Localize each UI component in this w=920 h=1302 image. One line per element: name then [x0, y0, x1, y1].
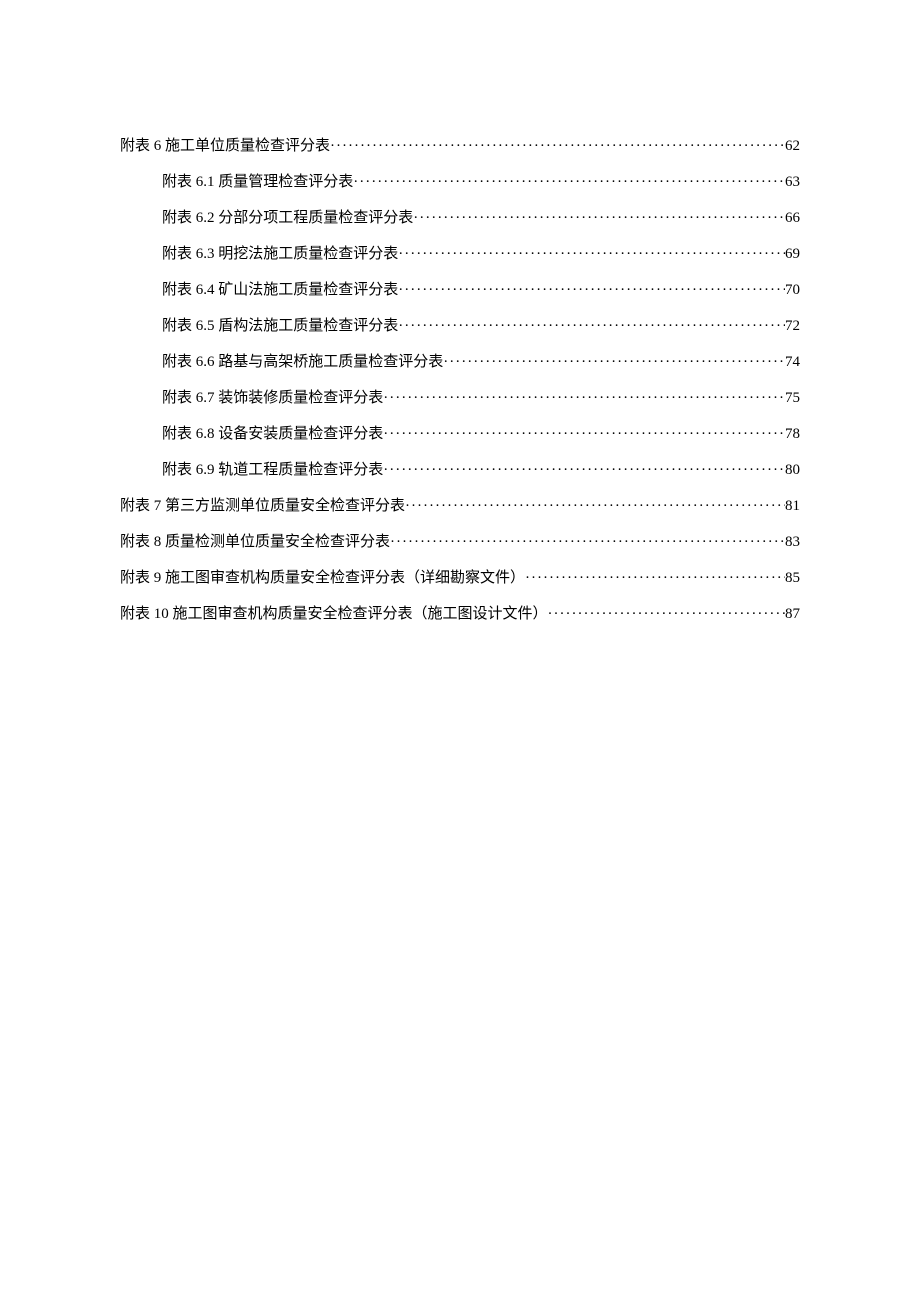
toc-dot-leader	[405, 488, 785, 524]
toc-entry-title: 附表 6.3 明挖法施工质量检查评分表	[162, 236, 398, 272]
toc-dot-leader	[390, 524, 785, 560]
toc-entry-title: 附表 6.9 轨道工程质量检查评分表	[162, 452, 383, 488]
toc-entry-page: 85	[785, 560, 800, 596]
toc-entry-title: 附表 6.7 装饰装修质量检查评分表	[162, 380, 383, 416]
toc-entry: 附表 6.9 轨道工程质量检查评分表 80	[120, 452, 800, 488]
toc-entry: 附表 6.8 设备安装质量检查评分表 78	[120, 416, 800, 452]
toc-dot-leader	[548, 596, 785, 632]
toc-dot-leader	[383, 380, 785, 416]
toc-entry: 附表 6.3 明挖法施工质量检查评分表 69	[120, 236, 800, 272]
toc-entry: 附表 6.1 质量管理检查评分表 63	[120, 164, 800, 200]
toc-entry-page: 62	[785, 128, 800, 164]
toc-dot-leader	[413, 200, 785, 236]
toc-entry-title: 附表 6 施工单位质量检查评分表	[120, 128, 330, 164]
toc-entry-title: 附表 6.8 设备安装质量检查评分表	[162, 416, 383, 452]
toc-entry: 附表 9 施工图审查机构质量安全检查评分表（详细勘察文件） 85	[120, 560, 800, 596]
toc-entry-title: 附表 6.4 矿山法施工质量检查评分表	[162, 272, 398, 308]
toc-dot-leader	[443, 344, 785, 380]
toc-entry-title: 附表 6.2 分部分项工程质量检查评分表	[162, 200, 413, 236]
toc-entry-page: 87	[785, 596, 800, 632]
toc-entry-page: 70	[785, 272, 800, 308]
toc-container: 附表 6 施工单位质量检查评分表62附表 6.1 质量管理检查评分表63附表 6…	[120, 128, 800, 632]
toc-entry: 附表 6.7 装饰装修质量检查评分表 75	[120, 380, 800, 416]
toc-dot-leader	[398, 236, 785, 272]
toc-dot-leader	[398, 272, 785, 308]
toc-entry: 附表 10 施工图审查机构质量安全检查评分表（施工图设计文件） 87	[120, 596, 800, 632]
toc-dot-leader	[398, 308, 785, 344]
toc-entry: 附表 8 质量检测单位质量安全检查评分表 83	[120, 524, 800, 560]
toc-entry-page: 80	[785, 452, 800, 488]
toc-dot-leader	[330, 128, 785, 164]
toc-entry-page: 72	[785, 308, 800, 344]
toc-entry: 附表 6.2 分部分项工程质量检查评分表 66	[120, 200, 800, 236]
toc-entry-title: 附表 6.5 盾构法施工质量检查评分表	[162, 308, 398, 344]
toc-entry-title: 附表 8 质量检测单位质量安全检查评分表	[120, 524, 390, 560]
toc-entry-page: 74	[785, 344, 800, 380]
toc-entry-page: 69	[785, 236, 800, 272]
toc-dot-leader	[383, 452, 785, 488]
toc-entry-page: 75	[785, 380, 800, 416]
toc-entry-page: 66	[785, 200, 800, 236]
toc-entry: 附表 6.6 路基与高架桥施工质量检查评分表 74	[120, 344, 800, 380]
toc-entry-page: 63	[785, 164, 800, 200]
toc-entry-page: 81	[785, 488, 800, 524]
toc-entry: 附表 6 施工单位质量检查评分表 62	[120, 128, 800, 164]
toc-entry: 附表 6.4 矿山法施工质量检查评分表 70	[120, 272, 800, 308]
toc-dot-leader	[383, 416, 785, 452]
toc-dot-leader	[525, 560, 785, 596]
toc-entry-title: 附表 10 施工图审查机构质量安全检查评分表（施工图设计文件）	[120, 596, 548, 632]
toc-entry-title: 附表 6.1 质量管理检查评分表	[162, 164, 353, 200]
toc-entry-title: 附表 9 施工图审查机构质量安全检查评分表（详细勘察文件）	[120, 560, 525, 596]
toc-entry-title: 附表 7 第三方监测单位质量安全检查评分表	[120, 488, 405, 524]
toc-dot-leader	[353, 164, 785, 200]
toc-entry: 附表 7 第三方监测单位质量安全检查评分表 81	[120, 488, 800, 524]
toc-entry-title: 附表 6.6 路基与高架桥施工质量检查评分表	[162, 344, 443, 380]
toc-entry-page: 78	[785, 416, 800, 452]
toc-entry-page: 83	[785, 524, 800, 560]
toc-entry: 附表 6.5 盾构法施工质量检查评分表 72	[120, 308, 800, 344]
